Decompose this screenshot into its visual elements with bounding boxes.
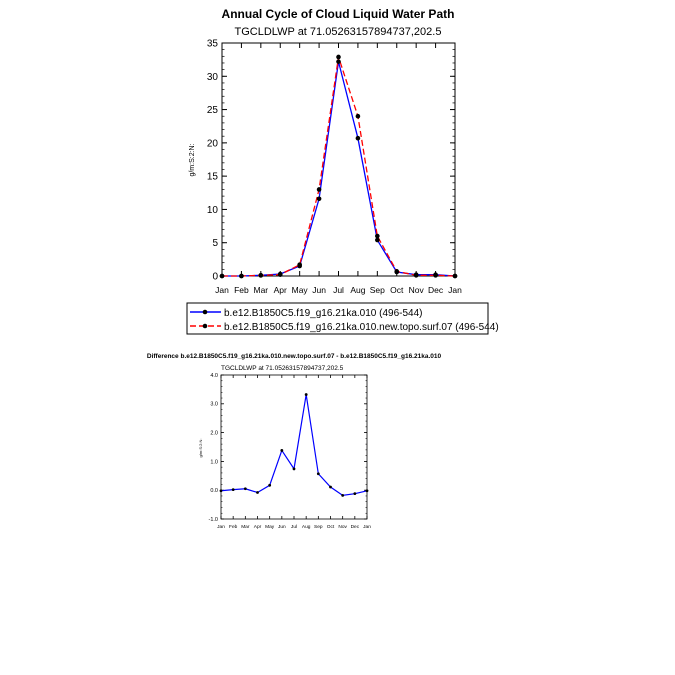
top-chart-xtick-label: Feb xyxy=(234,285,249,295)
bottom-chart-ylabel: g/m:S:2:N: xyxy=(198,439,203,458)
bottom-chart-xtick-label: Aug xyxy=(302,524,311,530)
top-chart-series-2-point xyxy=(375,233,380,239)
top-chart-series-2-point xyxy=(297,262,302,267)
legend-box xyxy=(186,302,489,335)
top-chart-ytick-label: 30 xyxy=(207,72,219,83)
bottom-chart-series-1-point xyxy=(256,491,259,494)
bottom-chart-series-1-point xyxy=(365,489,369,493)
top-chart-ytick-label: 5 xyxy=(212,238,218,249)
bottom-chart-series-1-point xyxy=(304,393,308,396)
legend-marker-series1 xyxy=(202,309,208,315)
bottom-chart-ytick-label: 2.0 xyxy=(210,431,218,437)
bottom-chart-series-1-point xyxy=(268,483,272,487)
top-chart-ytick-label: 10 xyxy=(207,205,219,216)
bottom-chart-series-1-point xyxy=(219,489,223,493)
bottom-chart-series-1-point xyxy=(280,449,284,452)
bottom-chart-xtick-label: Jan xyxy=(363,524,371,530)
top-chart-xtick-label: Mar xyxy=(254,285,269,295)
bottom-chart-ytick-label: 3.0 xyxy=(210,402,218,408)
bottom-chart-series-1-point xyxy=(231,488,235,492)
top-chart-ytick-label: 15 xyxy=(207,172,219,183)
bottom-chart-series-1-point xyxy=(316,472,320,476)
legend-label-series2: b.e12.B1850C5.f19_g16.21ka.010.new.topo.… xyxy=(224,322,499,333)
top-chart-series-2-point xyxy=(239,273,244,279)
top-chart-xtick-label: Sep xyxy=(370,285,385,295)
top-chart-xtick-label: Jun xyxy=(312,285,326,295)
legend-marker-series2 xyxy=(202,323,208,329)
bottom-chart-xtick-label: Feb xyxy=(229,524,238,530)
legend-label-series1: b.e12.B1850C5.f19_g16.21ka.010 (496-544) xyxy=(224,308,423,319)
top-chart-series-2-point xyxy=(355,113,361,119)
top-chart-frame xyxy=(221,42,456,277)
bottom-chart-xtick-label: May xyxy=(265,524,275,530)
top-chart-series-2-point xyxy=(433,273,438,278)
top-chart-series-2-point xyxy=(219,273,225,279)
bottom-chart-series-1-point xyxy=(353,492,357,496)
legend: b.e12.B1850C5.f19_g16.21ka.010 (496-544)… xyxy=(186,302,499,335)
bottom-chart-ytick-label: -1.0 xyxy=(209,517,218,523)
bottom-chart-ytick-label: 0.0 xyxy=(210,488,218,494)
top-chart-xtick-label: May xyxy=(292,285,309,295)
top-chart-title: Annual Cycle of Cloud Liquid Water Path xyxy=(222,7,455,21)
top-chart-xtick-label: Oct xyxy=(390,285,404,295)
top-chart-series-2-point xyxy=(258,273,264,278)
top-chart-xtick-label: Aug xyxy=(350,285,365,295)
bottom-chart-xtick-label: Dec xyxy=(351,524,360,530)
bottom-chart-series-1-point xyxy=(243,487,247,491)
bottom-chart-ytick-label: 1.0 xyxy=(210,459,218,465)
top-chart-plot: 0 5 10 15 20 25 30 35 Jan Feb Mar Apr May Jun Jul Aug Se… xyxy=(207,39,462,296)
bottom-chart-xtick-label: Apr xyxy=(254,524,262,530)
top-chart-series-2-line xyxy=(222,56,456,277)
top-chart-subtitle: TGCLDLWP at 71.05263157894737,202.5 xyxy=(235,26,442,38)
bottom-chart-xtick-label: Sep xyxy=(314,524,323,530)
top-chart-ytick-label: 20 xyxy=(207,138,219,149)
top-chart-xtick-label: Nov xyxy=(409,285,425,295)
bottom-chart-subtitle: TGCLDLWP at 71.05263157894737,202.5 xyxy=(221,365,344,372)
top-chart-series-2-point xyxy=(277,272,283,277)
top-chart-series-1-point xyxy=(355,135,361,141)
top-chart-series-1-line xyxy=(222,61,456,277)
bottom-chart-series-1-line xyxy=(220,394,368,497)
top-chart-series-1-point xyxy=(336,59,341,64)
bottom-chart-series-1-point xyxy=(341,493,345,497)
bottom-chart-xtick-label: Mar xyxy=(241,524,250,530)
bottom-chart-plot: -1.0 0.0 1.0 2.0 3.0 4.0 Jan Feb Mar Apr May Jun Jul… xyxy=(209,373,372,530)
top-chart-series-1-point xyxy=(375,237,380,243)
bottom-chart-xtick-label: Jul xyxy=(291,524,297,530)
top-chart-series-2-point xyxy=(316,187,322,192)
top-chart-series-1-point xyxy=(316,196,322,202)
top-chart-series-2-point xyxy=(336,54,341,60)
top-chart-series-2-point xyxy=(413,273,419,278)
top-chart-series-2-point xyxy=(452,273,458,279)
bottom-chart-title: Difference b.e12.B1850C5.f19_g16.21ka.01… xyxy=(147,353,442,360)
bottom-chart-series-1-point xyxy=(329,485,332,489)
bottom-chart-xtick-label: Nov xyxy=(338,524,347,530)
top-chart-series-2-point xyxy=(394,269,400,274)
top-chart-xtick-label: Jan xyxy=(448,285,462,295)
top-chart-xtick-label: Apr xyxy=(274,285,287,295)
bottom-chart-ytick-label: 4.0 xyxy=(210,373,218,379)
top-chart-ytick-label: 35 xyxy=(207,39,219,50)
top-chart-ylabel: g/m:S:2:N: xyxy=(189,143,196,176)
bottom-chart-xtick-label: Jun xyxy=(278,524,286,530)
bottom-chart-xtick-label: Oct xyxy=(327,524,335,530)
top-chart-xtick-label: Jan xyxy=(215,285,229,295)
bottom-chart-xtick-label: Jan xyxy=(217,524,225,530)
bottom-chart-series-1-point xyxy=(292,467,296,471)
top-chart-ytick-label: 25 xyxy=(207,105,219,116)
top-chart-xtick-label: Dec xyxy=(428,285,444,295)
top-chart-xtick-label: Jul xyxy=(333,285,344,295)
bottom-chart-frame xyxy=(220,374,368,520)
top-chart-ytick-label: 0 xyxy=(212,272,218,283)
